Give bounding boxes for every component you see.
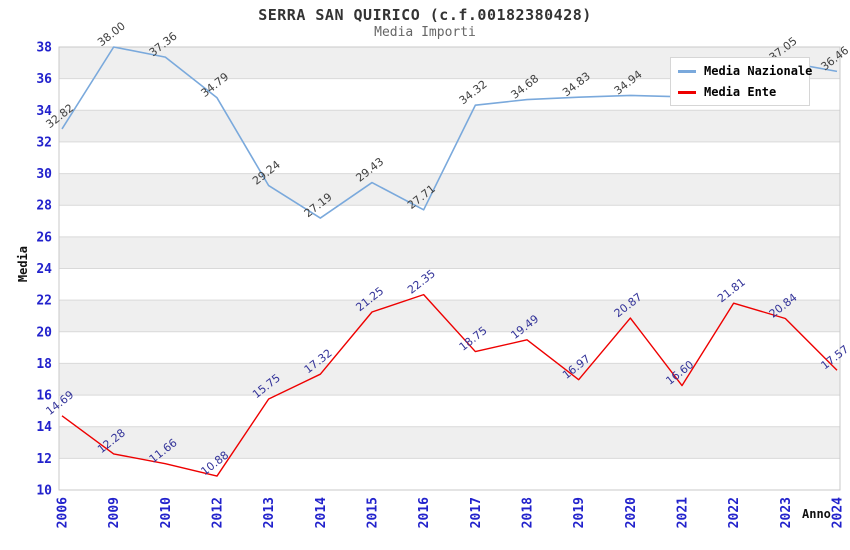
x-axis-title: Anno (802, 507, 831, 521)
legend-item-media-nazionale: Media Nazionale (678, 64, 812, 78)
chart-title: SERRA SAN QUIRICO (c.f.00182380428) (258, 6, 592, 24)
chart-subtitle: Media Importi (374, 25, 476, 40)
x-tick-label: 2023 (779, 497, 794, 528)
legend-label-media-ente: Media Ente (704, 85, 777, 99)
x-tick-label: 2009 (107, 497, 122, 528)
plot-band (59, 173, 840, 206)
x-tick-label: 2015 (366, 497, 381, 528)
x-tick-label: 2006 (56, 497, 71, 528)
x-tick-label: 2020 (624, 497, 639, 528)
y-tick-label: 28 (36, 199, 52, 214)
plot-border (58, 46, 841, 491)
y-tick-label: 34 (36, 104, 52, 119)
y-tick-label: 12 (36, 452, 52, 467)
plot-band (59, 236, 840, 269)
plot-band (59, 426, 840, 459)
y-tick-label: 10 (36, 484, 52, 499)
legend-item-media-ente: Media Ente (678, 85, 802, 99)
y-tick-label: 32 (36, 135, 52, 150)
y-tick-label: 16 (36, 389, 52, 404)
y-axis-title: Media (16, 246, 30, 283)
point-label: 22.35 (405, 267, 438, 297)
x-tick-label: 2022 (727, 497, 742, 528)
plot-band (59, 363, 840, 396)
y-tick-label: 14 (36, 420, 52, 435)
y-tick-label: 36 (36, 72, 52, 87)
x-tick-label: 2017 (469, 497, 484, 528)
y-tick-label: 30 (36, 167, 52, 182)
x-tick-label: 2021 (676, 497, 691, 528)
plot-band (59, 300, 840, 332)
x-tick-label: 2024 (831, 497, 846, 528)
x-tick-label: 2018 (521, 497, 536, 528)
series-line-media-ente (61, 293, 838, 477)
x-tick-label: 2012 (211, 497, 226, 528)
point-label: 34.32 (457, 78, 490, 108)
legend-label-media-nazionale: Media Nazionale (704, 64, 813, 78)
y-tick-label: 38 (36, 41, 52, 56)
y-tick-label: 18 (36, 357, 52, 372)
y-tick-label: 22 (36, 294, 52, 309)
media-nazionale-line-swatch (678, 69, 696, 73)
media-ente-line-swatch (678, 90, 696, 94)
x-tick-label: 2010 (159, 497, 174, 528)
x-tick-label: 2019 (572, 497, 587, 528)
x-tick-label: 2013 (262, 497, 277, 528)
legend: Media Nazionale Media Ente (670, 57, 812, 106)
y-tick-label: 24 (36, 262, 52, 277)
y-tick-label: 20 (36, 325, 52, 340)
x-tick-label: 2016 (417, 497, 432, 528)
plot-band (59, 110, 840, 142)
y-tick-label: 26 (36, 230, 52, 245)
point-label: 38.00 (95, 19, 128, 49)
x-tick-label: 2014 (314, 497, 329, 528)
